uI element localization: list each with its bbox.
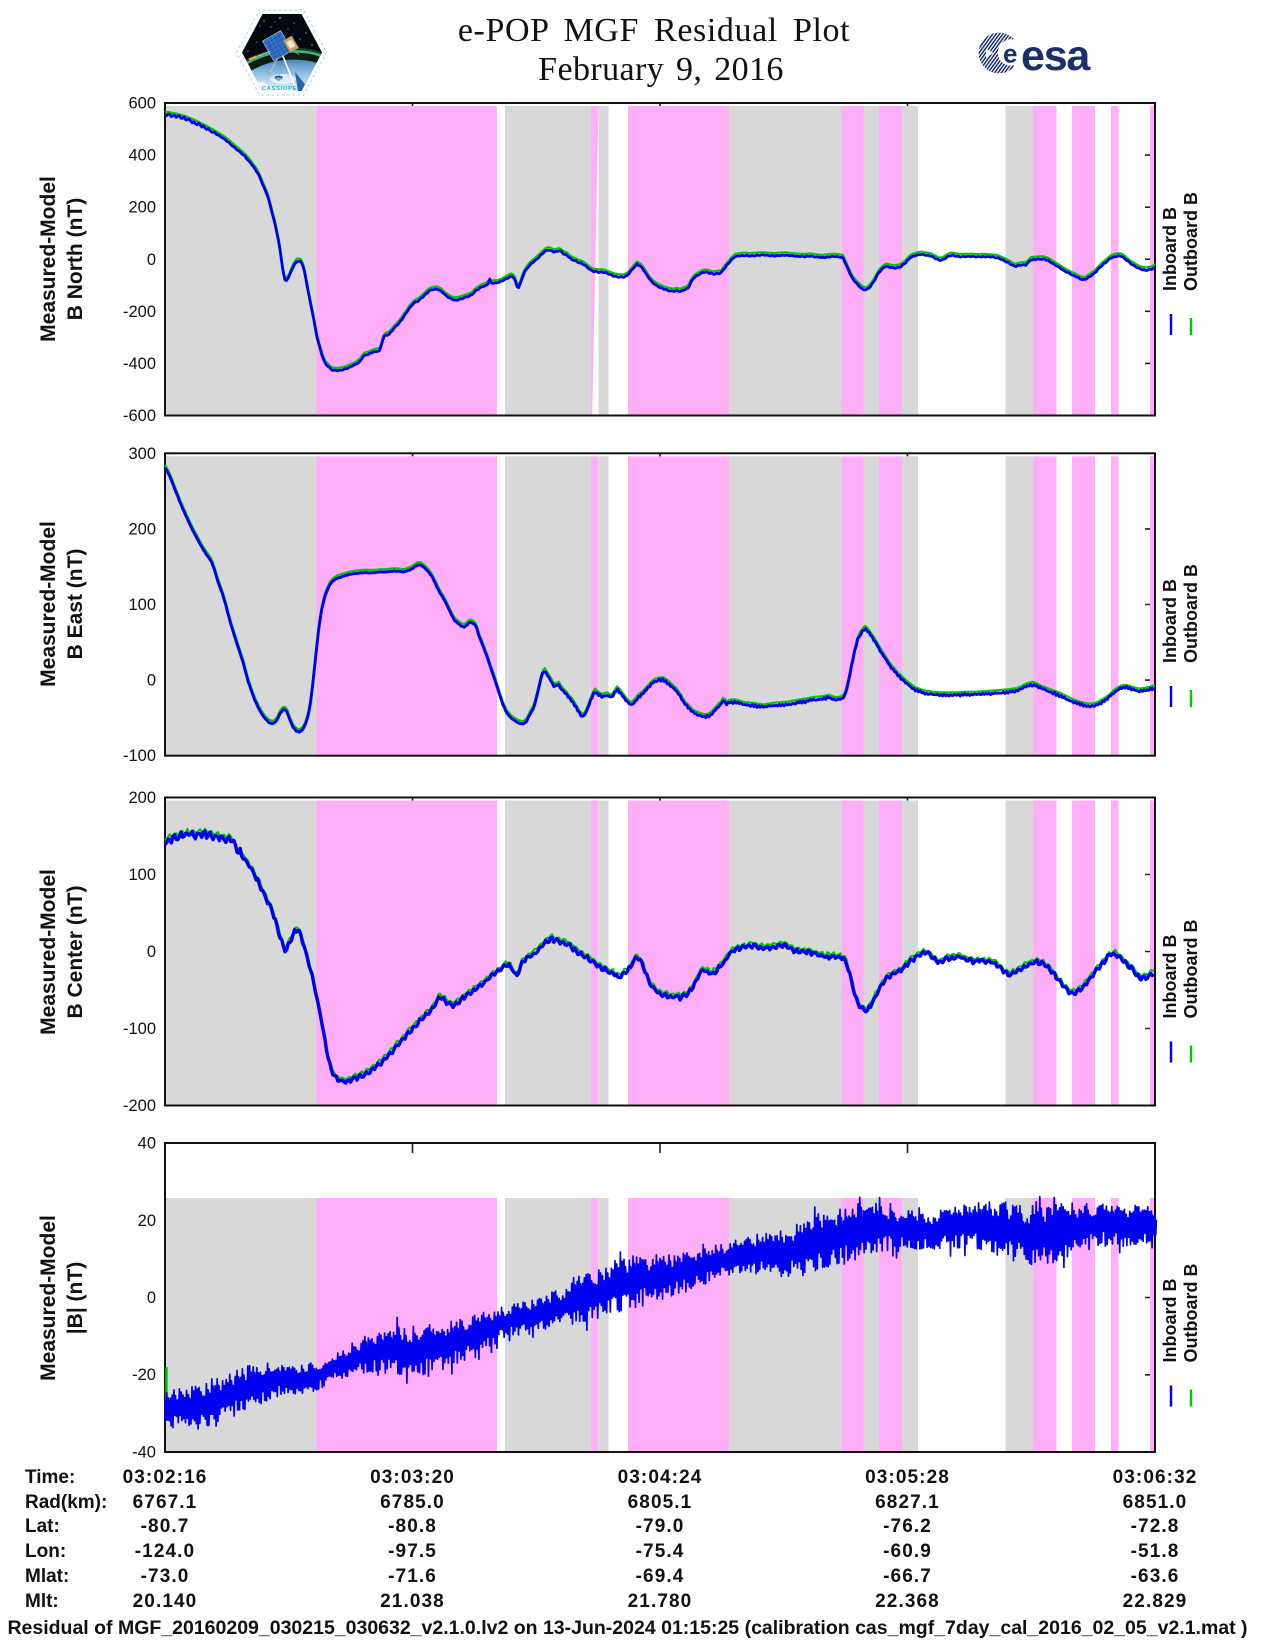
svg-text:-600: -600 xyxy=(123,407,156,425)
svg-text:-40: -40 xyxy=(132,1444,156,1462)
svg-text:B East (nT): B East (nT) xyxy=(64,549,87,660)
svg-text:600: 600 xyxy=(128,95,156,113)
svg-text:B Center (nT): B Center (nT) xyxy=(64,886,87,1019)
svg-text:Inboard B: Inboard B xyxy=(1160,207,1180,291)
svg-text:200: 200 xyxy=(128,199,156,217)
svg-text:100: 100 xyxy=(128,866,156,884)
svg-text:CASSIOPE: CASSIOPE xyxy=(262,86,298,92)
svg-text:0: 0 xyxy=(147,672,156,690)
svg-text:100: 100 xyxy=(128,596,156,614)
svg-text:-400: -400 xyxy=(123,355,156,373)
svg-text:esa: esa xyxy=(1021,32,1091,80)
svg-text:-200: -200 xyxy=(123,303,156,321)
svg-text:Outboard B: Outboard B xyxy=(1181,564,1201,663)
svg-text:Inboard B: Inboard B xyxy=(1160,935,1180,1019)
svg-text:Outboard B: Outboard B xyxy=(1181,920,1201,1019)
svg-text:400: 400 xyxy=(128,147,156,165)
svg-text:|B| (nT): |B| (nT) xyxy=(64,1262,87,1334)
svg-text:Measured-Model: Measured-Model xyxy=(37,521,60,687)
svg-text:Inboard B: Inboard B xyxy=(1160,1279,1180,1363)
svg-text:0: 0 xyxy=(147,943,156,961)
svg-text:Measured-Model: Measured-Model xyxy=(37,176,60,342)
svg-text:200: 200 xyxy=(128,789,156,807)
svg-text:Outboard B: Outboard B xyxy=(1181,1264,1201,1363)
svg-text:40: 40 xyxy=(138,1135,156,1153)
svg-text:0: 0 xyxy=(147,251,156,269)
svg-text:Outboard B: Outboard B xyxy=(1181,192,1201,291)
svg-text:Inboard B: Inboard B xyxy=(1160,579,1180,663)
svg-text:-20: -20 xyxy=(132,1366,156,1384)
svg-text:20: 20 xyxy=(138,1212,156,1230)
svg-text:e: e xyxy=(1003,39,1017,69)
svg-text:200: 200 xyxy=(128,520,156,538)
svg-text:-200: -200 xyxy=(123,1097,156,1115)
svg-text:-100: -100 xyxy=(123,747,156,765)
svg-text:300: 300 xyxy=(128,445,156,463)
svg-text:B North (nT): B North (nT) xyxy=(64,198,87,320)
svg-text:Measured-Model: Measured-Model xyxy=(37,1215,60,1381)
svg-text:-100: -100 xyxy=(123,1020,156,1038)
svg-text:Measured-Model: Measured-Model xyxy=(37,869,60,1035)
svg-text:0: 0 xyxy=(147,1289,156,1307)
